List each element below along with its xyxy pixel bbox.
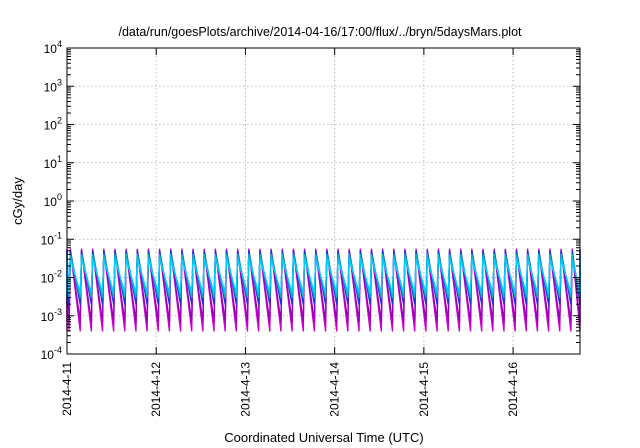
- series-group: [66, 248, 581, 332]
- y-axis-label: cGy/day: [10, 177, 25, 225]
- x-tick-labels: 2014-4-11 2014-4-12 2014-4-13 2014-4-14 2014…: [60, 362, 520, 417]
- y-tick-label: 10-3: [41, 307, 62, 324]
- y-tick-label: 101: [44, 154, 62, 171]
- y-tick-label: 100: [44, 192, 62, 209]
- x-tick-label: 2014-4-15: [417, 362, 431, 417]
- y-tick-label: 104: [44, 39, 62, 56]
- series-line-5: [66, 258, 581, 294]
- x-tick-label: 2014-4-11: [60, 362, 74, 416]
- y-tick-label: 10-1: [41, 230, 62, 247]
- x-tick-label: 2014-4-13: [238, 362, 252, 417]
- y-tick-label: 10-2: [41, 269, 62, 286]
- y-tick-label: 10-4: [41, 345, 62, 362]
- series-line-1: [66, 248, 581, 332]
- y-tick-label: 102: [44, 116, 62, 133]
- x-tick-label: 2014-4-14: [328, 362, 342, 417]
- series-line-2: [66, 250, 581, 323]
- series-line-4: [66, 253, 581, 299]
- y-tick-label: 103: [44, 77, 62, 94]
- x-axis-label: Coordinated Universal Time (UTC): [224, 430, 423, 445]
- y-tick-labels: 10-4 10-3 10-2 10-1 100 101 102 103 104: [41, 39, 62, 362]
- chart-title: /data/run/goesPlots/archive/2014-04-16/1…: [118, 25, 522, 39]
- x-tick-label: 2014-4-12: [149, 362, 163, 417]
- grid-lines: [67, 48, 580, 354]
- axis-ticks: [66, 47, 580, 355]
- series-line-3: [66, 250, 581, 305]
- x-tick-label: 2014-4-16: [506, 362, 520, 417]
